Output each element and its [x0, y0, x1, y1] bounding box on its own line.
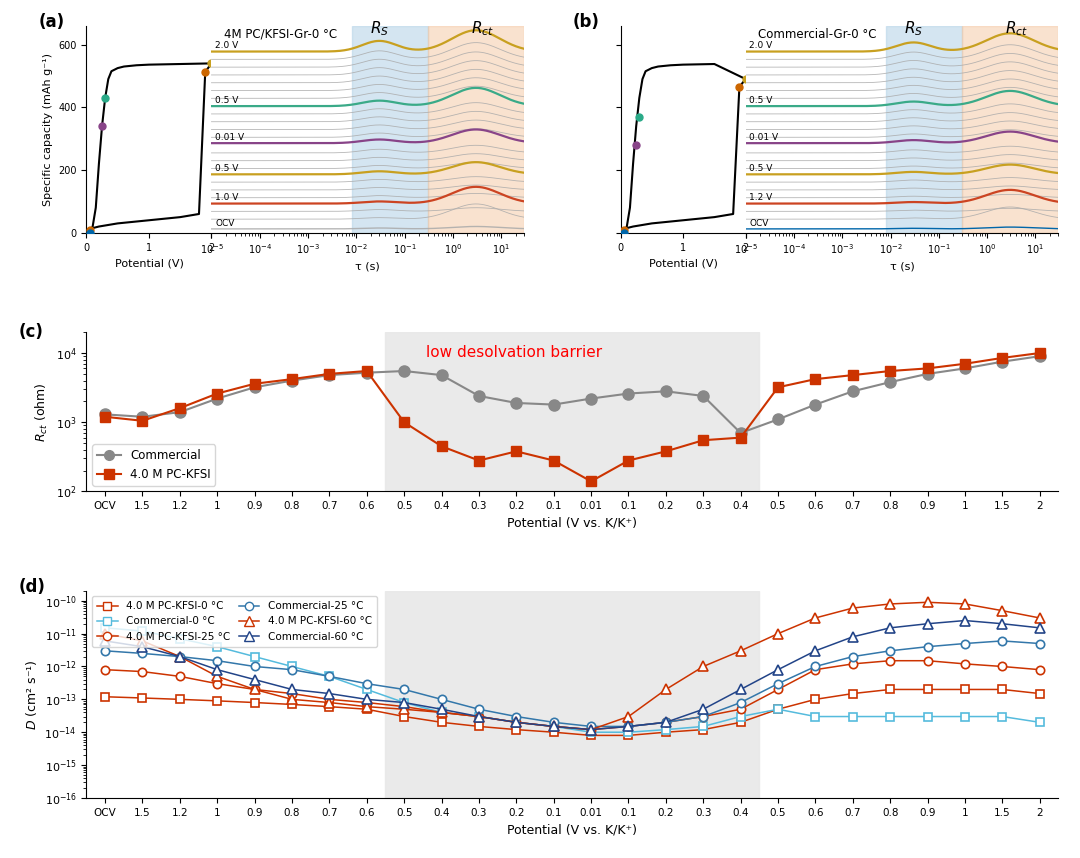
- Text: (a): (a): [39, 14, 65, 31]
- Bar: [386, 332, 759, 492]
- Y-axis label: $D$ (cm² s⁻¹): $D$ (cm² s⁻¹): [24, 659, 39, 729]
- Text: 1.0 V: 1.0 V: [215, 193, 239, 202]
- Text: 1.2 V: 1.2 V: [750, 193, 772, 202]
- X-axis label: Potential (V vs. K/K⁺): Potential (V vs. K/K⁺): [508, 823, 637, 837]
- Text: 2.0 V: 2.0 V: [750, 41, 772, 51]
- Text: 0.5 V: 0.5 V: [750, 164, 773, 173]
- Bar: [352, 26, 428, 233]
- X-axis label: Potential (V): Potential (V): [649, 258, 717, 268]
- Text: $R_{ct}$: $R_{ct}$: [471, 20, 494, 38]
- Text: 0.5 V: 0.5 V: [215, 96, 239, 105]
- Bar: [886, 26, 962, 233]
- Y-axis label: $R_{ct}$ (ohm): $R_{ct}$ (ohm): [35, 382, 51, 442]
- Legend: 4.0 M PC-KFSI-0 °C, Commercial-0 °C, 4.0 M PC-KFSI-25 °C, Commercial-25 °C, 4.0 : 4.0 M PC-KFSI-0 °C, Commercial-0 °C, 4.0…: [92, 596, 377, 647]
- X-axis label: Potential (V): Potential (V): [114, 258, 184, 268]
- Legend: Commercial, 4.0 M PC-KFSI: Commercial, 4.0 M PC-KFSI: [92, 444, 215, 486]
- Text: 0.01 V: 0.01 V: [750, 133, 779, 142]
- Bar: [962, 26, 1058, 233]
- Text: $R_S$: $R_S$: [904, 20, 923, 38]
- Y-axis label: Specific capacity (mAh g⁻¹): Specific capacity (mAh g⁻¹): [42, 53, 53, 206]
- Text: Commercial-Gr-0 °C: Commercial-Gr-0 °C: [758, 27, 877, 41]
- Text: 0.01 V: 0.01 V: [215, 133, 244, 142]
- Bar: [386, 591, 759, 798]
- Bar: [428, 26, 524, 233]
- Text: 0.5 V: 0.5 V: [215, 164, 239, 173]
- Text: (d): (d): [18, 578, 45, 596]
- Text: OCV: OCV: [215, 219, 234, 227]
- Text: (c): (c): [18, 323, 43, 341]
- Text: $R_{ct}$: $R_{ct}$: [1004, 20, 1028, 38]
- X-axis label: Potential (V vs. K/K⁺): Potential (V vs. K/K⁺): [508, 517, 637, 529]
- X-axis label: τ (s): τ (s): [355, 262, 380, 272]
- Text: 4M PC/KFSI-Gr-0 °C: 4M PC/KFSI-Gr-0 °C: [224, 27, 337, 41]
- Text: (b): (b): [573, 14, 599, 31]
- Text: 0.5 V: 0.5 V: [750, 96, 773, 105]
- Text: low desolvation barrier: low desolvation barrier: [426, 345, 603, 360]
- Text: $R_S$: $R_S$: [369, 20, 389, 38]
- Text: 2.0 V: 2.0 V: [215, 41, 239, 51]
- Text: OCV: OCV: [750, 219, 769, 227]
- X-axis label: τ (s): τ (s): [890, 262, 915, 272]
